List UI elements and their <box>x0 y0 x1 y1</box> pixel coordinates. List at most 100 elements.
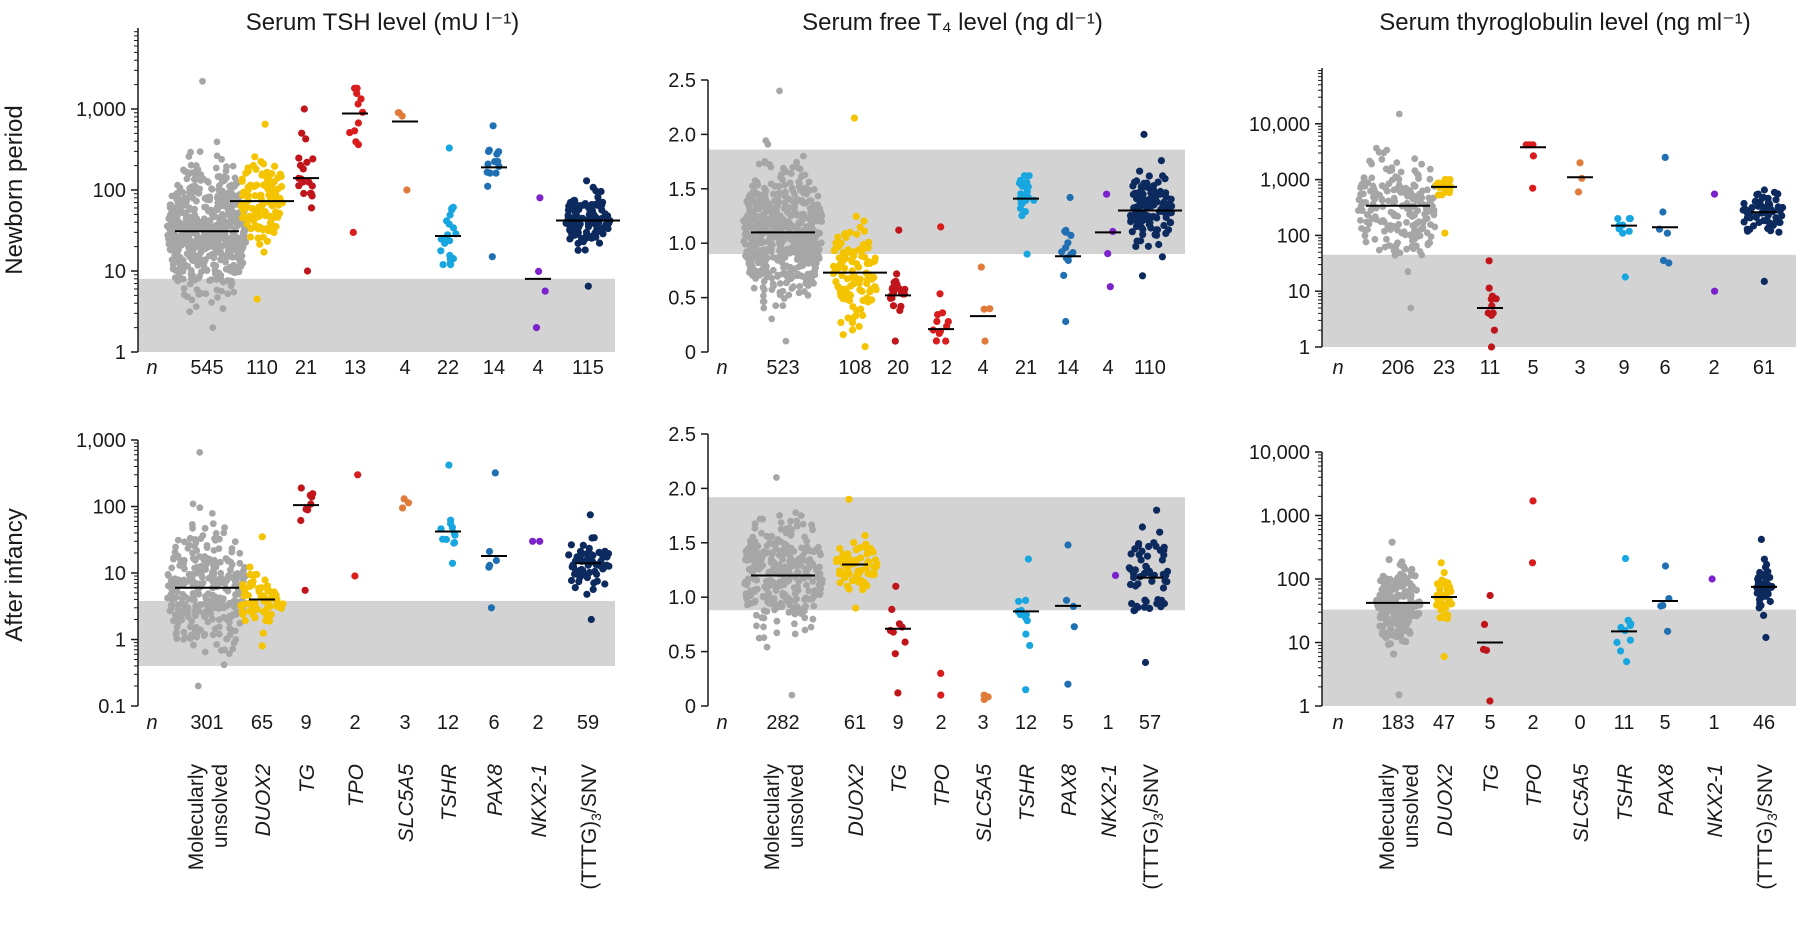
n-count: 9 <box>300 712 311 734</box>
data-point <box>1163 578 1171 586</box>
data-point <box>171 210 179 218</box>
data-point <box>775 253 783 261</box>
data-point <box>353 89 361 97</box>
data-point <box>212 262 220 270</box>
data-point <box>751 199 759 207</box>
data-point <box>746 592 754 600</box>
data-point <box>1364 211 1372 219</box>
data-point <box>586 568 594 577</box>
data-point <box>1441 188 1449 196</box>
data-point <box>1021 172 1029 180</box>
data-point <box>804 247 812 255</box>
data-point <box>220 661 228 669</box>
data-point <box>216 173 223 180</box>
data-point <box>759 593 767 601</box>
data-point <box>186 204 193 212</box>
data-point <box>1402 189 1410 197</box>
data-point <box>870 571 878 579</box>
n-count: 1 <box>1102 712 1113 734</box>
data-point <box>788 184 796 192</box>
data-point <box>202 592 209 600</box>
data-point <box>1576 159 1584 167</box>
data-point <box>1154 178 1162 186</box>
data-point <box>256 240 264 248</box>
y-tick-label: 1,000 <box>76 99 126 121</box>
data-point <box>1407 582 1415 590</box>
n-label: n <box>716 712 727 734</box>
data-point <box>248 204 256 213</box>
data-point <box>209 631 217 639</box>
data-point <box>196 580 204 588</box>
data-point <box>302 505 310 513</box>
data-point <box>274 174 282 182</box>
data-point <box>769 550 777 557</box>
data-point <box>197 289 205 297</box>
data-point <box>173 588 181 596</box>
data-point <box>763 532 771 540</box>
data-point <box>845 570 853 578</box>
data-point <box>778 190 785 198</box>
data-point <box>264 177 272 185</box>
data-point <box>752 236 760 244</box>
data-point <box>1426 165 1434 173</box>
data-point <box>1578 174 1586 182</box>
n-count: 4 <box>1102 357 1113 379</box>
data-point <box>181 565 188 573</box>
data-point <box>590 579 598 587</box>
data-point <box>791 620 798 628</box>
data-point <box>573 213 582 221</box>
data-point <box>811 547 819 554</box>
n-count: 2 <box>1527 712 1538 734</box>
data-point <box>750 187 758 195</box>
data-point <box>895 620 904 628</box>
data-point <box>183 198 190 206</box>
data-point <box>763 608 771 615</box>
data-point <box>597 187 605 196</box>
data-point <box>1066 193 1074 202</box>
data-point <box>195 258 203 266</box>
data-point <box>1626 215 1634 223</box>
data-point <box>746 256 754 264</box>
data-point <box>189 257 196 264</box>
data-point <box>1447 587 1455 596</box>
data-point <box>226 624 234 632</box>
data-point <box>581 246 589 254</box>
data-point <box>1407 304 1415 312</box>
data-point <box>201 229 209 236</box>
data-point <box>208 299 216 306</box>
data-point <box>853 307 861 315</box>
data-point <box>860 217 868 225</box>
data-point <box>203 266 211 274</box>
data-point <box>605 562 613 570</box>
data-point <box>809 526 816 534</box>
data-point <box>237 570 245 578</box>
data-point <box>801 214 809 222</box>
data-point <box>398 112 406 120</box>
data-point <box>1159 570 1167 578</box>
data-point <box>756 232 764 240</box>
n-count: 301 <box>190 712 223 734</box>
data-point <box>191 628 199 635</box>
data-point <box>246 212 254 220</box>
data-point <box>1162 213 1170 221</box>
x-group-label: unsolved <box>209 764 232 848</box>
data-point <box>859 311 867 319</box>
data-point <box>770 190 777 198</box>
data-point <box>753 611 760 619</box>
n-count: 14 <box>1057 357 1079 379</box>
data-point <box>579 566 587 575</box>
data-point <box>213 138 221 146</box>
y-tick-label: 1,000 <box>76 430 126 452</box>
data-point <box>855 245 863 254</box>
series-pax8 <box>1652 153 1678 267</box>
data-point <box>178 611 186 619</box>
data-point <box>936 290 944 298</box>
n-count: 3 <box>399 712 410 734</box>
data-point <box>1026 641 1034 650</box>
x-group-label: Molecularly <box>185 764 208 871</box>
data-point <box>1614 215 1622 223</box>
data-point <box>308 493 316 501</box>
x-group-label: NKX2-1 <box>1704 764 1727 838</box>
data-point <box>265 212 273 220</box>
data-point <box>745 556 753 564</box>
